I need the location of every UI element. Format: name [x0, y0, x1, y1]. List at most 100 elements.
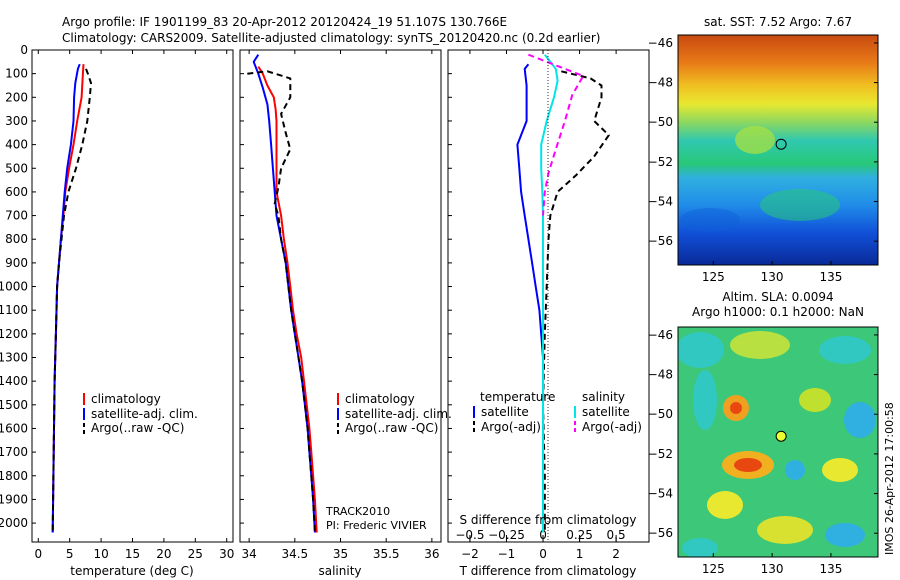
y-tick-label: 800	[5, 232, 28, 246]
sst-cold-patch	[680, 208, 740, 232]
sla-blob	[844, 402, 876, 438]
x-tick-label: 0	[539, 547, 547, 561]
sla-blob	[757, 516, 813, 544]
temperature-xlabel: temperature (deg C)	[70, 564, 193, 578]
map-y-tick-label: −56	[648, 526, 673, 540]
sla-map-panel: Altim. SLA: 0.0094 Argo h1000: 0.1 h2000…	[648, 290, 896, 576]
x-tick-label: 0	[34, 547, 42, 561]
x-tick-label: 5	[66, 547, 74, 561]
series-line-argo-adj	[528, 53, 585, 216]
y-tick-label: 2000	[0, 516, 28, 530]
x-tick-label: 20	[156, 547, 171, 561]
map-y-tick-label: −52	[648, 447, 673, 461]
map-y-tick-label: −52	[648, 155, 673, 169]
float-location-marker	[775, 430, 787, 442]
map-y-tick-label: −50	[648, 407, 673, 421]
legend-label-t-satellite: satellite	[481, 405, 529, 419]
y-tick-label: 900	[5, 256, 28, 270]
title-line-2: Climatology: CARS2009. Satellite-adjuste…	[62, 31, 600, 45]
y-tick-label: 1100	[0, 303, 28, 317]
map-y-tick-label: −50	[648, 115, 673, 129]
sst-map-patches	[680, 126, 840, 232]
x2-tick-label: −0.5	[455, 528, 484, 542]
sst-map-title: sat. SST: 7.52 Argo: 7.67	[704, 15, 852, 29]
map-x-tick-label: 130	[761, 562, 784, 576]
t-difference-xlabel: T difference from climatology	[459, 564, 637, 578]
legend-label-climatology: climatology	[345, 392, 415, 406]
s-difference-label: S difference from climatology	[460, 513, 637, 527]
difference-panel-frame	[447, 49, 650, 543]
sla-blob	[678, 332, 724, 368]
y-tick-label: 600	[5, 185, 28, 199]
salinity-legend: climatology satellite-adj. clim. Argo(..…	[337, 392, 452, 435]
x-tick-label: 25	[188, 547, 203, 561]
map-y-tick-label: −48	[648, 368, 673, 382]
map-x-tick-label: 130	[761, 270, 784, 284]
x-tick-label: 30	[219, 547, 234, 561]
y-tick-label: 400	[5, 138, 28, 152]
legend-label-s-argo: Argo(-adj)	[582, 420, 642, 434]
y-tick-label: 500	[5, 161, 28, 175]
map-x-tick-label: 125	[702, 270, 725, 284]
map-y-tick-label: −54	[648, 487, 673, 501]
x-tick-label: 15	[125, 547, 140, 561]
map-x-tick-label: 125	[702, 562, 725, 576]
series-line-argo-raw-qc	[247, 70, 316, 533]
x-tick-label: 2	[612, 547, 620, 561]
map-y-tick-label: −54	[648, 195, 673, 209]
temperature-legend: climatology satellite-adj. clim. Argo(..…	[83, 392, 198, 435]
sla-map-frame	[677, 326, 879, 558]
legend-label-satellite: satellite-adj. clim.	[91, 407, 198, 421]
x2-tick-label: 0	[539, 528, 547, 542]
pi-annotation: PI: Frederic VIVIER	[326, 519, 427, 532]
legend-label-climatology: climatology	[91, 392, 161, 406]
sla-blob	[799, 388, 831, 412]
x-tick-label: 35	[333, 547, 348, 561]
sla-blob	[730, 402, 742, 414]
temperature-panel: 0 5 10 15 20 25 300100200300400500600700800900…	[0, 43, 234, 578]
y-tick-label: 0	[20, 43, 28, 57]
sla-map-blobs	[678, 331, 876, 557]
sla-blob	[707, 491, 743, 519]
x-tick-label: 34	[241, 547, 256, 561]
map-y-tick-label: −56	[648, 234, 673, 248]
sla-blob	[819, 336, 871, 364]
sla-blob	[693, 370, 717, 430]
sst-map-panel: sat. SST: 7.52 Argo: 7.67 125 130 135 −46 −4…	[648, 15, 879, 284]
track-annotation: TRACK2010	[325, 505, 390, 518]
y-tick-label: 1700	[0, 445, 28, 459]
x-tick-label: 34.5	[281, 547, 308, 561]
y-tick-label: 1900	[0, 492, 28, 506]
imos-timestamp: IMOS 26-Apr-2012 17:00:58	[883, 402, 896, 555]
sst-warm-intrusion	[735, 126, 775, 154]
difference-legend: temperature salinity satellite Argo(-adj…	[473, 390, 642, 434]
sla-blob	[825, 523, 865, 547]
sla-map-subtitle: Argo h1000: 0.1 h2000: NaN	[692, 305, 864, 319]
float-location-marker	[775, 138, 787, 150]
x2-tick-label: −0.25	[488, 528, 525, 542]
sla-blob	[785, 460, 805, 480]
series-line-satellite	[540, 54, 559, 533]
map-x-tick-label: 135	[819, 562, 842, 576]
y-tick-label: 300	[5, 114, 28, 128]
legend-header-temperature: temperature	[480, 390, 555, 404]
sla-blob	[822, 458, 858, 482]
sst-map-field	[678, 35, 878, 265]
y-tick-label: 1400	[0, 374, 28, 388]
series-line-climatology	[257, 66, 318, 533]
sst-cool-tongue	[760, 189, 840, 221]
y-tick-label: 200	[5, 90, 28, 104]
map-y-tick-label: −46	[648, 328, 673, 342]
legend-label-satellite: satellite-adj. clim.	[345, 407, 452, 421]
legend-label-s-satellite: satellite	[582, 405, 630, 419]
x2-tick-label: 0.5	[607, 528, 626, 542]
y-tick-label: 1600	[0, 421, 28, 435]
y-tick-label: 1800	[0, 469, 28, 483]
series-line-satellite	[516, 63, 544, 533]
series-line-argo-raw-qc	[51, 68, 92, 533]
title-line-1: Argo profile: IF 1901199_83 20-Apr-2012 …	[62, 15, 507, 29]
legend-label-argo: Argo(..raw -QC)	[345, 421, 438, 435]
salinity-xlabel: salinity	[318, 564, 361, 578]
x-tick-label: 1	[576, 547, 584, 561]
